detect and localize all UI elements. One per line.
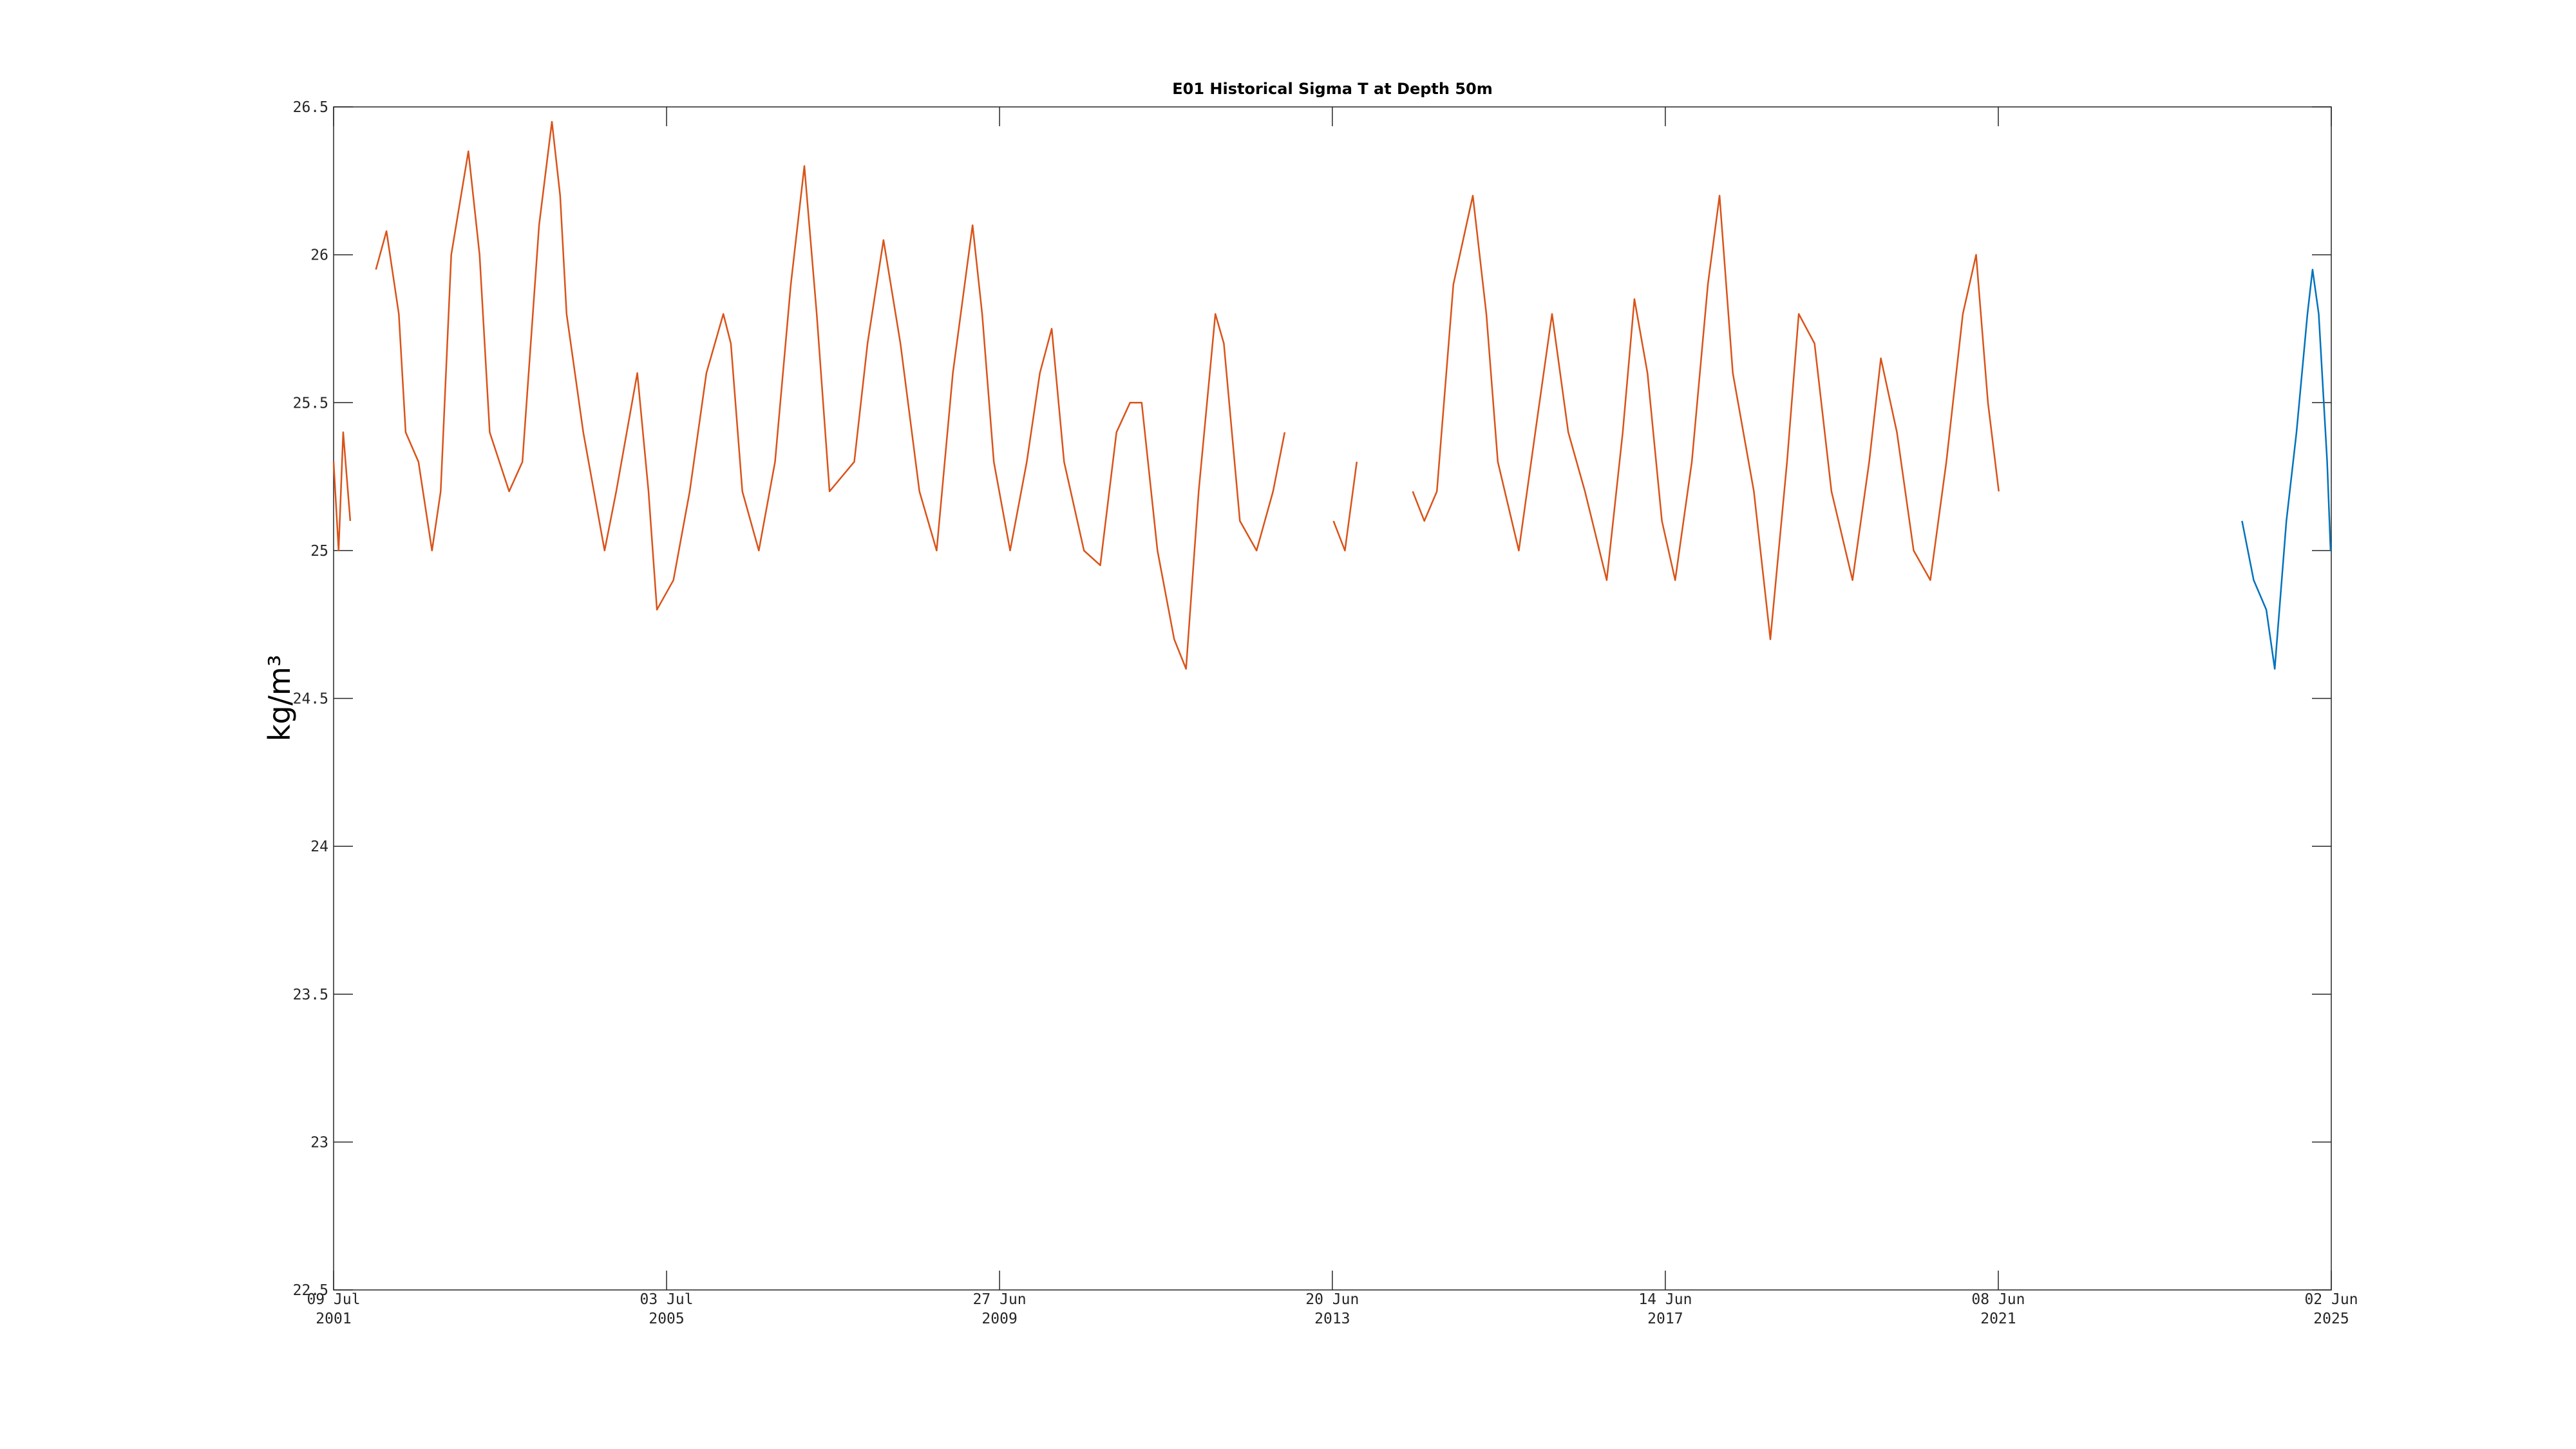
- data-line: [332, 120, 2000, 670]
- y-axis-label: kg/m³: [262, 655, 297, 742]
- y-tick-label: 23.5: [293, 987, 328, 1003]
- y-tick-label: 22.5: [293, 1282, 328, 1299]
- x-tick-label: 2021: [1980, 1311, 2016, 1327]
- x-tick-label: 02 Jun: [2304, 1291, 2358, 1308]
- x-tick-label: 03 Jul: [640, 1291, 694, 1308]
- x-tick-label: 2017: [1647, 1311, 1683, 1327]
- x-tick-label: 08 Jun: [1971, 1291, 2025, 1308]
- x-tick-label: 2013: [1314, 1311, 1350, 1327]
- x-tick-label: 2009: [981, 1311, 1017, 1327]
- y-tick-label: 25.5: [293, 395, 328, 412]
- chart-title: E01 Historical Sigma T at Depth 50m: [1172, 80, 1492, 98]
- y-tick-label: 24: [310, 838, 328, 855]
- y-tick-label: 23: [310, 1134, 328, 1151]
- x-tick-label: 14 Jun: [1638, 1291, 1692, 1308]
- y-tick-label: 24.5: [293, 691, 328, 708]
- x-tick-label: 09 Jul: [307, 1291, 360, 1308]
- x-tick-label: 2001: [316, 1311, 351, 1327]
- y-tick-label: 26: [310, 247, 328, 264]
- y-tick-label: 26.5: [293, 99, 328, 116]
- y-tick-label: 25: [310, 543, 328, 560]
- x-tick-label: 2025: [2313, 1311, 2349, 1327]
- x-tick-label: 20 Jun: [1305, 1291, 1359, 1308]
- x-tick-label: 2005: [649, 1311, 684, 1327]
- data-line: [2241, 269, 2332, 670]
- x-tick-label: 27 Jun: [973, 1291, 1027, 1308]
